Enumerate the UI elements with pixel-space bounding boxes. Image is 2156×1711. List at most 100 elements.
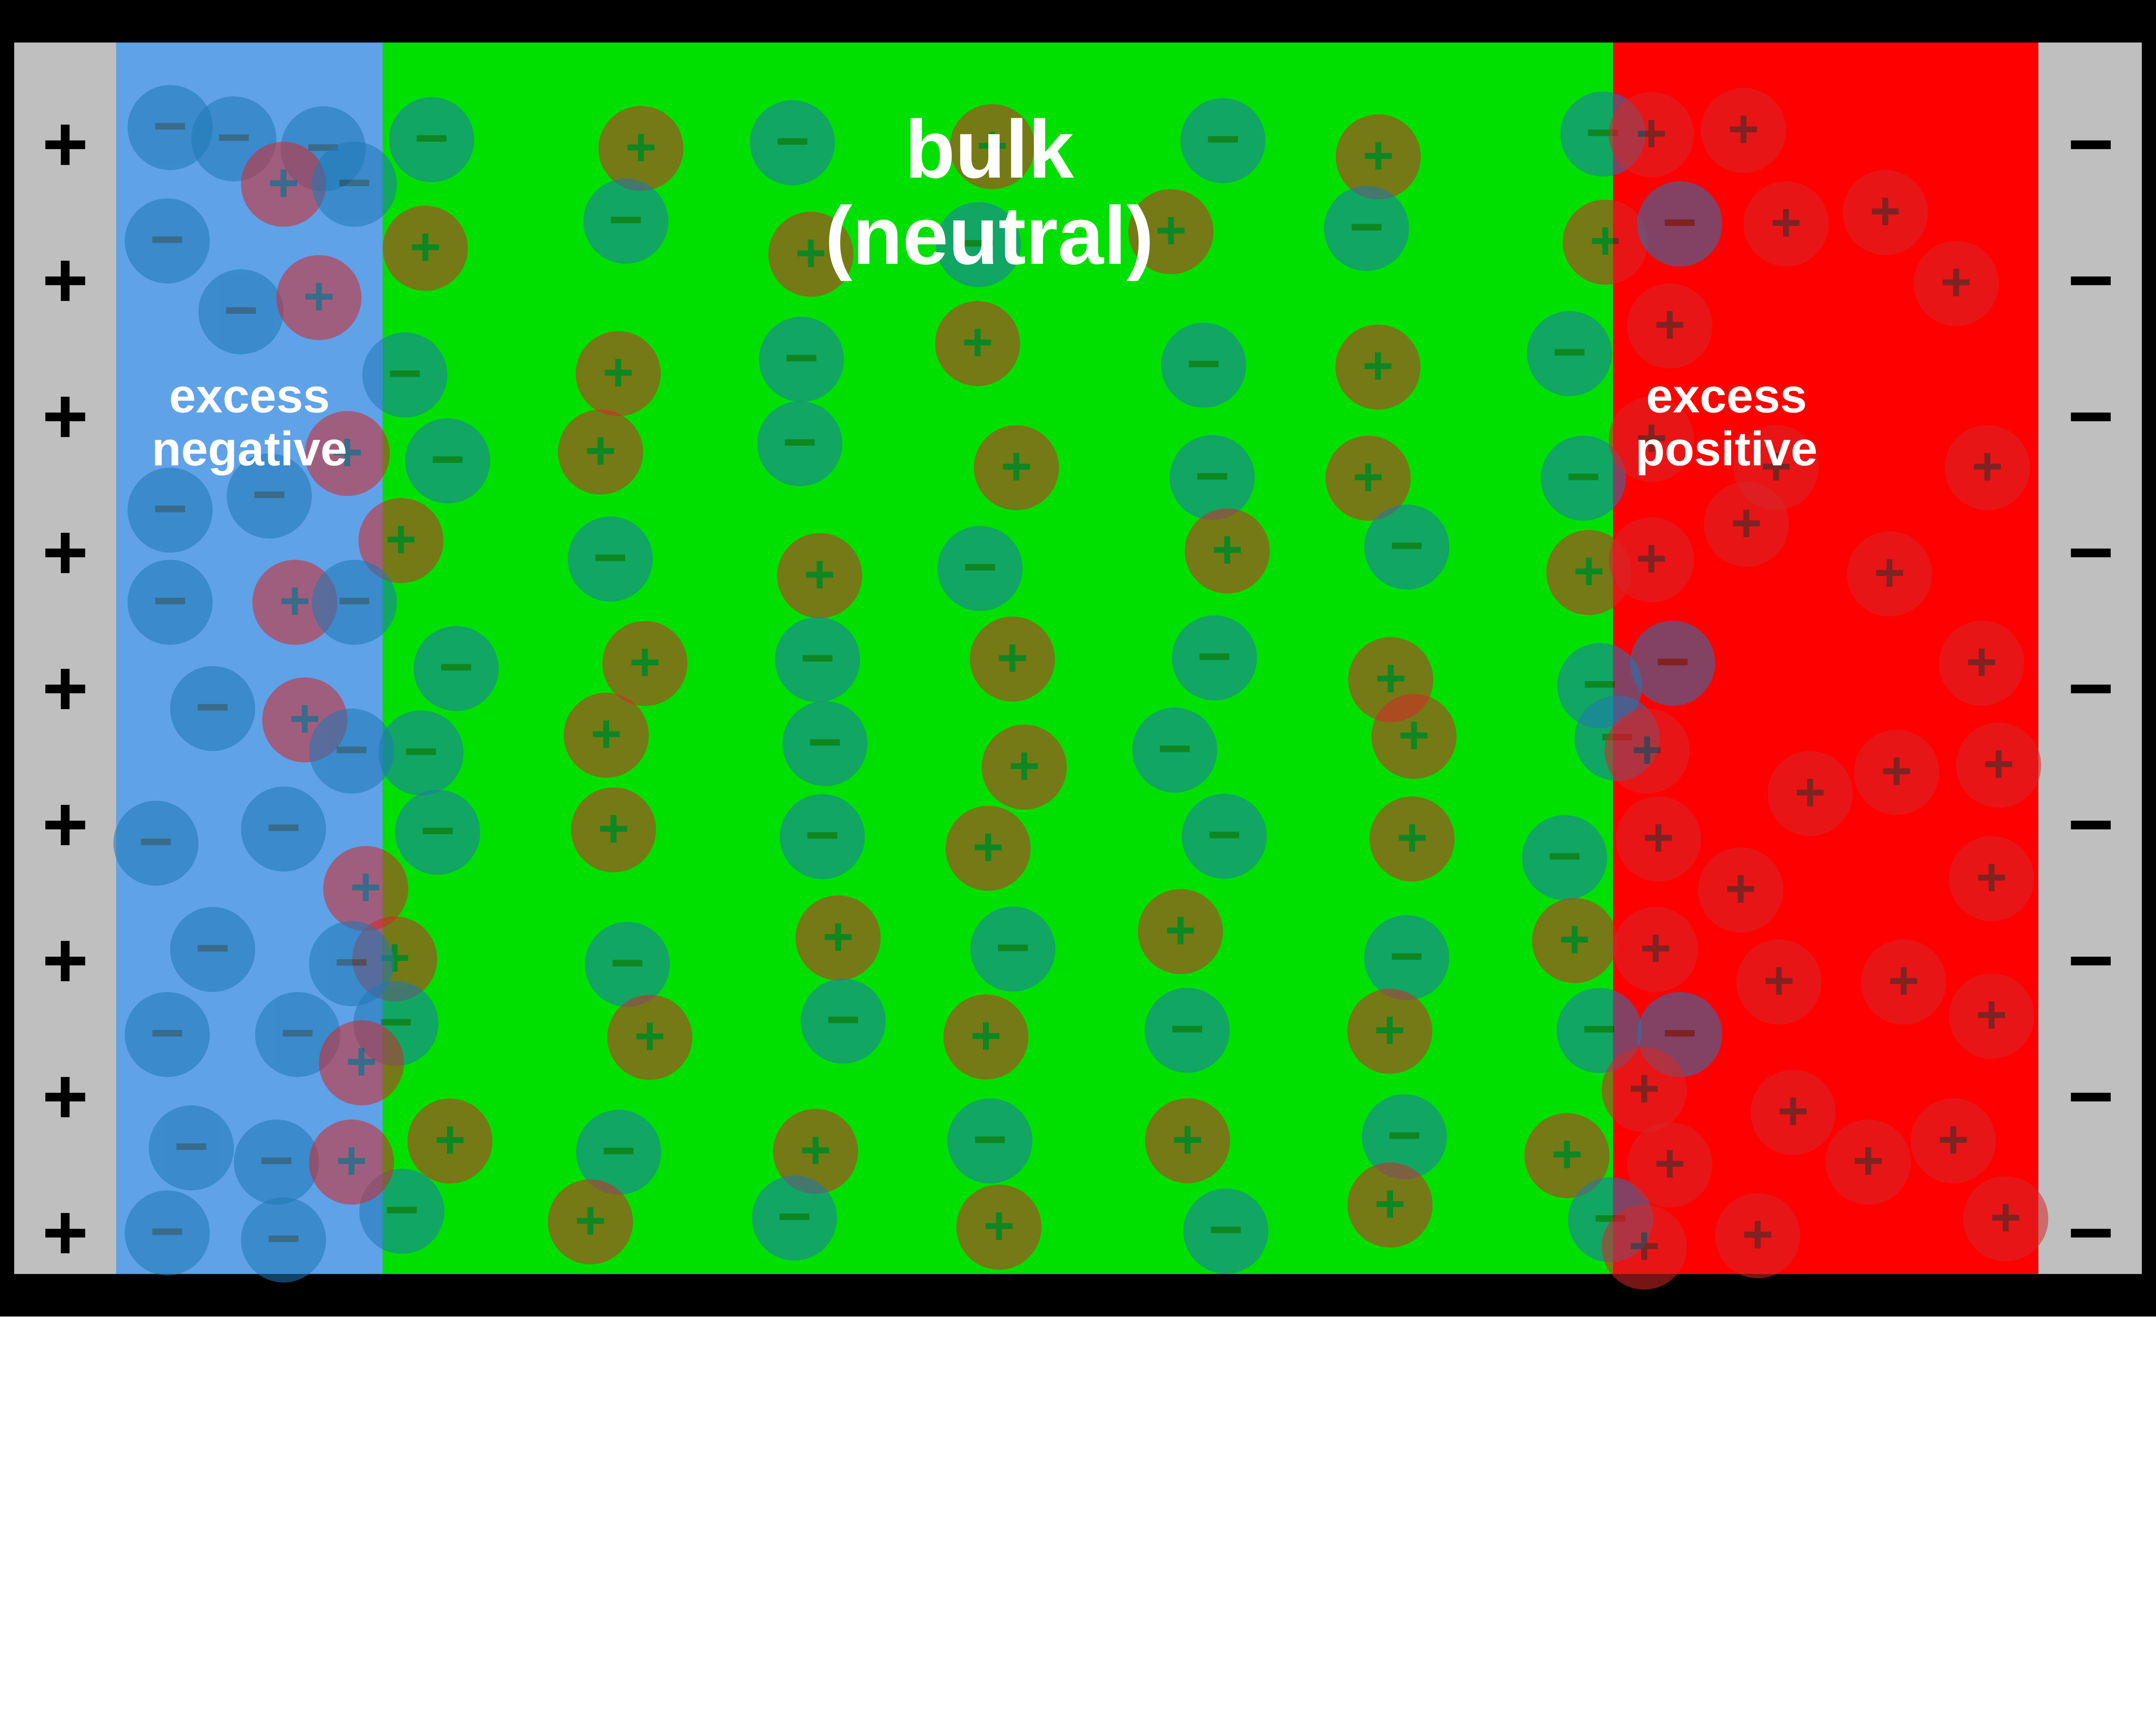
left-electrode-charge: + bbox=[42, 780, 88, 869]
svg-text:−: − bbox=[150, 1000, 185, 1066]
bulk-cation: + bbox=[571, 787, 656, 872]
svg-text:+: + bbox=[1352, 447, 1384, 507]
right-electrode-charge: − bbox=[2068, 236, 2114, 325]
bulk-cation: + bbox=[1369, 796, 1454, 881]
right-layer-cation: + bbox=[1949, 836, 2034, 921]
svg-text:−: − bbox=[784, 325, 819, 391]
left-electrode-charge: + bbox=[42, 1052, 88, 1141]
excess-negative-label-line2: negative bbox=[152, 422, 347, 475]
bulk-cation: + bbox=[599, 106, 683, 191]
left-layer-anion: − bbox=[234, 1120, 319, 1204]
excess-positive-label-line2: positive bbox=[1636, 422, 1818, 475]
bulk-anion: − bbox=[1364, 504, 1449, 589]
svg-text:+: + bbox=[1771, 193, 1802, 253]
bulk-label-line2: (neutral) bbox=[825, 190, 1154, 282]
right-electrode-charge: − bbox=[2068, 644, 2114, 732]
svg-text:+: + bbox=[1888, 951, 1919, 1011]
right-electrode-charge: − bbox=[2068, 1188, 2114, 1277]
bulk-anion: − bbox=[1180, 98, 1265, 183]
bulk-cation: + bbox=[1336, 114, 1421, 199]
bulk-cation: + bbox=[1348, 1163, 1432, 1248]
svg-text:−: − bbox=[439, 634, 474, 700]
bulk-anion: − bbox=[405, 418, 490, 503]
svg-text:+: + bbox=[336, 1131, 367, 1191]
svg-text:−: − bbox=[593, 524, 628, 591]
bulk-anion: − bbox=[1145, 988, 1230, 1073]
right-layer-cation: + bbox=[1613, 907, 1698, 992]
svg-text:−: − bbox=[808, 709, 843, 775]
svg-text:−: − bbox=[259, 1127, 294, 1194]
svg-text:−: − bbox=[216, 104, 251, 170]
svg-text:+: + bbox=[1589, 211, 1621, 271]
svg-text:−: − bbox=[1195, 443, 1230, 509]
bulk-anion: − bbox=[759, 317, 844, 402]
right-electrode-charge: − bbox=[2068, 1052, 2114, 1141]
right-electrode-charge: − bbox=[2068, 508, 2114, 597]
right-layer-cation: + bbox=[1939, 621, 2024, 706]
left-electrode-charge: + bbox=[42, 916, 88, 1005]
svg-text:−: − bbox=[1170, 995, 1205, 1062]
svg-text:+: + bbox=[1742, 1204, 1774, 1264]
right-layer-cation: + bbox=[1826, 1120, 1911, 1204]
bulk-anion: − bbox=[389, 97, 474, 182]
svg-text:−: − bbox=[280, 1000, 315, 1066]
svg-text:−: − bbox=[775, 108, 810, 174]
bulk-cation: + bbox=[602, 621, 687, 706]
bulk-cation: + bbox=[943, 995, 1028, 1079]
right-layer-cation: + bbox=[1751, 1070, 1836, 1155]
left-layer-anion: − bbox=[149, 1105, 234, 1190]
right-layer-cation: + bbox=[1609, 517, 1694, 602]
right-layer-cation: + bbox=[1627, 283, 1712, 368]
svg-text:−: − bbox=[153, 93, 188, 159]
svg-text:+: + bbox=[1874, 543, 1905, 603]
svg-text:−: − bbox=[266, 1205, 301, 1271]
svg-text:+: + bbox=[1730, 493, 1762, 553]
bulk-anion: − bbox=[752, 1176, 837, 1261]
left-layer-anion: − bbox=[241, 1198, 326, 1282]
svg-text:−: − bbox=[782, 409, 817, 475]
svg-text:+: + bbox=[1362, 336, 1394, 396]
left-layer-anion: − bbox=[241, 786, 326, 871]
svg-text:+: + bbox=[1559, 909, 1590, 969]
svg-text:+: + bbox=[1983, 734, 2015, 794]
svg-text:+: + bbox=[970, 1006, 1002, 1066]
svg-text:−: − bbox=[195, 915, 230, 981]
bulk-anion: − bbox=[801, 979, 886, 1064]
svg-text:+: + bbox=[350, 857, 382, 917]
left-electrode-charge: + bbox=[42, 372, 88, 460]
svg-text:−: − bbox=[1662, 189, 1697, 255]
svg-text:+: + bbox=[997, 628, 1028, 688]
left-layer-anion: − bbox=[125, 198, 210, 283]
svg-text:+: + bbox=[1976, 985, 2007, 1045]
svg-text:+: + bbox=[598, 799, 629, 859]
svg-text:−: − bbox=[1547, 823, 1582, 889]
bulk-anion: − bbox=[750, 100, 835, 185]
right-layer-cation: + bbox=[1956, 723, 2041, 808]
left-electrode-charge: + bbox=[42, 1188, 88, 1277]
svg-text:−: − bbox=[174, 1113, 209, 1179]
svg-text:−: − bbox=[150, 1198, 185, 1264]
svg-text:+: + bbox=[804, 544, 835, 604]
svg-text:+: + bbox=[1155, 200, 1187, 260]
svg-text:−: − bbox=[224, 277, 259, 343]
svg-text:−: − bbox=[1566, 443, 1601, 510]
svg-text:−: − bbox=[414, 105, 449, 171]
svg-text:−: − bbox=[1206, 106, 1241, 172]
svg-text:−: − bbox=[963, 534, 998, 600]
bulk-cation: + bbox=[1563, 200, 1648, 285]
bulk-cation: + bbox=[576, 331, 661, 416]
excess-positive-label-line1: excess bbox=[1646, 369, 1807, 423]
right-layer-cation: + bbox=[1602, 1047, 1687, 1132]
left-layer-anion: − bbox=[125, 1190, 210, 1275]
svg-text:+: + bbox=[972, 817, 1004, 877]
svg-text:+: + bbox=[795, 223, 827, 283]
svg-text:−: − bbox=[150, 206, 185, 272]
bulk-anion: − bbox=[783, 701, 868, 786]
bulk-anion: − bbox=[1182, 794, 1267, 879]
svg-text:+: + bbox=[1966, 632, 1997, 692]
svg-text:−: − bbox=[404, 718, 439, 784]
left-layer-cation: + bbox=[323, 846, 408, 931]
svg-text:+: + bbox=[625, 117, 657, 177]
bulk-cation: + bbox=[796, 895, 881, 980]
svg-text:+: + bbox=[1852, 1131, 1884, 1191]
